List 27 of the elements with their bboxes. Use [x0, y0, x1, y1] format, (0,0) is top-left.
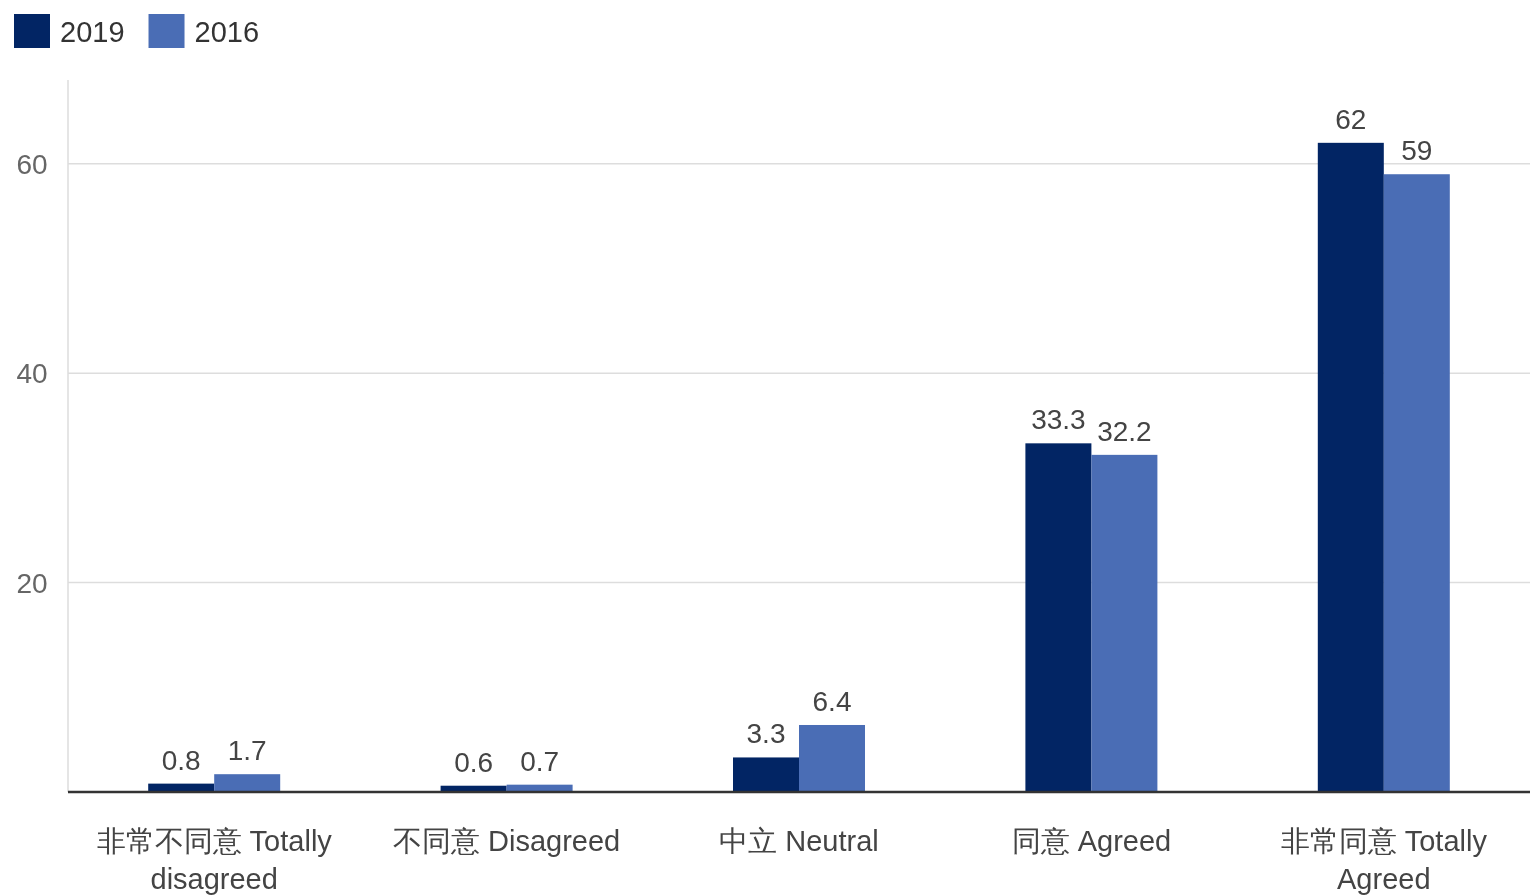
data-label: 1.7 [227, 735, 267, 767]
y-tick-label: 60 [16, 148, 48, 180]
x-tick-label: 中立 Neutral [719, 825, 879, 857]
legend-label: 2016 [194, 16, 260, 48]
data-label: 0.8 [161, 744, 201, 776]
x-tick-label: 非常不同意 Totally disagreed [96, 825, 333, 895]
data-label: 3.3 [746, 718, 786, 750]
x-tick-label: 同意 Agreed [1011, 825, 1172, 857]
bar [1383, 174, 1450, 792]
bar [1091, 454, 1158, 792]
data-label: 0.7 [520, 745, 560, 777]
data-label: 33.3 [1031, 404, 1086, 436]
data-label: 59 [1401, 135, 1433, 167]
data-label: 32.2 [1097, 415, 1152, 447]
bar [214, 774, 281, 792]
bar [733, 757, 799, 792]
y-tick-label: 20 [16, 567, 48, 599]
bar [799, 724, 865, 792]
data-label: 62 [1335, 103, 1367, 135]
data-label: 0.6 [454, 746, 494, 778]
legend-label: 2019 [60, 16, 125, 48]
x-tick-label: 不同意 Disagreed [392, 825, 621, 857]
bar [1025, 443, 1092, 792]
y-tick-label: 40 [16, 358, 48, 390]
bar [1317, 142, 1384, 792]
x-tick-label: 非常同意 Totally Agreed [1280, 825, 1488, 895]
data-label: 6.4 [812, 685, 852, 717]
